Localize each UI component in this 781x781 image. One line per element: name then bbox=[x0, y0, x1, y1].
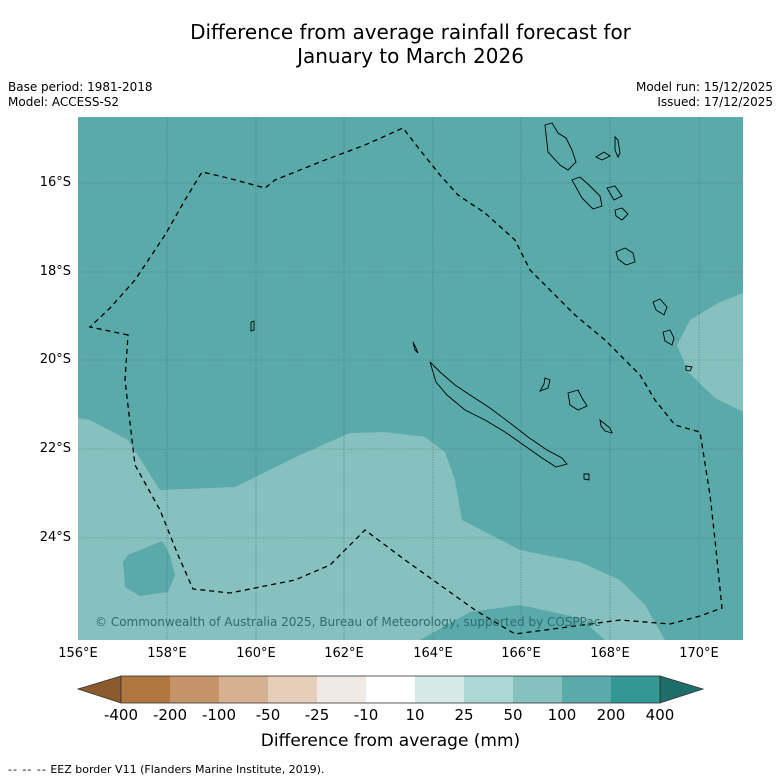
map-area: © Commonwealth of Australia 2025, Bureau… bbox=[78, 117, 743, 640]
island-coast bbox=[652, 298, 668, 316]
colorbar-label: -100 bbox=[201, 706, 237, 724]
footnote-text: EEZ border V11 (Flanders Marine Institut… bbox=[50, 763, 325, 776]
lon-label: 170°E bbox=[679, 646, 719, 661]
graticule bbox=[78, 117, 743, 640]
island-coast bbox=[615, 247, 636, 266]
colorbar-outline bbox=[120, 675, 661, 704]
island-coast bbox=[412, 341, 419, 354]
colorbar-segment bbox=[513, 676, 562, 703]
vanuatu-north-coast bbox=[544, 122, 577, 171]
island-coast bbox=[662, 329, 675, 346]
colorbar-title: Difference from average (mm) bbox=[260, 731, 521, 751]
coastlines bbox=[250, 122, 693, 481]
island-coast bbox=[250, 320, 255, 332]
colorbar-label: -50 bbox=[255, 706, 281, 724]
island-coast bbox=[685, 365, 693, 372]
colorbar-segment bbox=[268, 676, 317, 703]
model-text: Model: ACCESS-S2 bbox=[8, 95, 120, 109]
lon-label: 162°E bbox=[324, 646, 364, 661]
lon-label: 158°E bbox=[147, 646, 187, 661]
colorbar-extend-low bbox=[76, 675, 122, 704]
island-coast bbox=[571, 176, 603, 210]
rainfall-band-100-200-pocket bbox=[123, 541, 175, 596]
model-run-text: Model run: 15/12/2025 bbox=[635, 80, 773, 94]
lon-label: 164°E bbox=[413, 646, 453, 661]
new-caledonia-coast bbox=[429, 361, 568, 468]
island-coast bbox=[595, 151, 611, 161]
lat-label: 16°S bbox=[39, 175, 71, 190]
island-coast bbox=[583, 473, 590, 481]
island-coast bbox=[599, 418, 613, 434]
colorbar-segment bbox=[170, 676, 219, 703]
rainfall-band-100-200-strip bbox=[420, 605, 605, 640]
colorbar-segment bbox=[611, 676, 660, 703]
colorbar-label: 25 bbox=[454, 706, 474, 724]
lat-label: 20°S bbox=[39, 352, 71, 367]
lat-label: 18°S bbox=[39, 264, 71, 279]
colorbar-segment bbox=[464, 676, 513, 703]
colorbar-label: -25 bbox=[304, 706, 330, 724]
colorbar-label: 10 bbox=[405, 706, 425, 724]
rainfall-band-50-100-south bbox=[78, 418, 665, 640]
colorbar-label: 100 bbox=[547, 706, 577, 724]
issued-text: Issued: 17/12/2025 bbox=[657, 95, 773, 109]
colorbar-segment bbox=[562, 676, 611, 703]
island-coast bbox=[614, 135, 621, 159]
lon-label: 160°E bbox=[236, 646, 276, 661]
eez-border bbox=[88, 127, 723, 635]
colorbar-label: 50 bbox=[503, 706, 523, 724]
colorbar-label: 200 bbox=[596, 706, 626, 724]
island-coast bbox=[538, 377, 551, 392]
rainfall-band-50-100-east bbox=[677, 293, 743, 412]
copyright-text: © Commonwealth of Australia 2025, Bureau… bbox=[95, 615, 600, 629]
chart-title: Difference from average rainfall forecas… bbox=[0, 20, 781, 68]
colorbar-label: -10 bbox=[353, 706, 379, 724]
colorbar-label: -400 bbox=[103, 706, 139, 724]
base-period-text: Base period: 1981-2018 bbox=[8, 80, 153, 94]
colorbar-segment bbox=[219, 676, 268, 703]
colorbar-label: 400 bbox=[645, 706, 675, 724]
lon-label: 168°E bbox=[590, 646, 630, 661]
meta-left: Base period: 1981-2018 Model: ACCESS-S2 bbox=[8, 80, 153, 110]
lat-label: 22°S bbox=[39, 441, 71, 456]
footnote: -- -- -- EEZ border V11 (Flanders Marine… bbox=[8, 763, 324, 776]
lat-label: 24°S bbox=[39, 530, 71, 545]
meta-right: Model run: 15/12/2025 Issued: 17/12/2025 bbox=[636, 80, 773, 110]
lon-label: 156°E bbox=[58, 646, 98, 661]
island-coast bbox=[567, 389, 588, 411]
title-line-1: Difference from average rainfall forecas… bbox=[190, 20, 631, 44]
island-coast bbox=[614, 207, 629, 221]
colorbar-segment bbox=[415, 676, 464, 703]
island-coast bbox=[606, 185, 623, 201]
colorbar-segment bbox=[366, 676, 415, 703]
lon-label: 166°E bbox=[501, 646, 541, 661]
colorbar-segment bbox=[121, 676, 170, 703]
colorbar-segment bbox=[317, 676, 366, 703]
colorbar-label: -200 bbox=[152, 706, 188, 724]
colorbar-extend-high bbox=[659, 675, 705, 704]
title-line-2: January to March 2026 bbox=[297, 44, 524, 68]
eez-dash-sample: -- -- -- bbox=[8, 763, 47, 776]
colorbar bbox=[76, 675, 705, 704]
